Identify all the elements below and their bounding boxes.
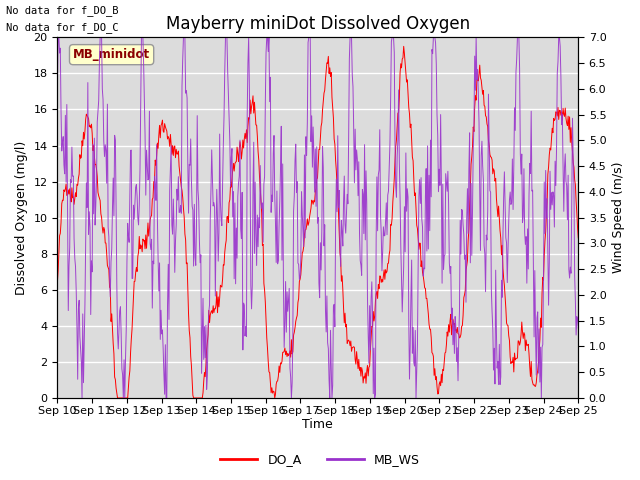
Text: No data for f_DO_C: No data for f_DO_C	[6, 22, 119, 33]
Legend: DO_A, MB_WS: DO_A, MB_WS	[215, 448, 425, 471]
Title: Mayberry miniDot Dissolved Oxygen: Mayberry miniDot Dissolved Oxygen	[166, 15, 470, 33]
Y-axis label: Dissolved Oxygen (mg/l): Dissolved Oxygen (mg/l)	[15, 141, 28, 295]
Text: MB_minidot: MB_minidot	[73, 48, 150, 61]
X-axis label: Time: Time	[303, 419, 333, 432]
Text: No data for f_DO_B: No data for f_DO_B	[6, 5, 119, 16]
Y-axis label: Wind Speed (m/s): Wind Speed (m/s)	[612, 162, 625, 274]
